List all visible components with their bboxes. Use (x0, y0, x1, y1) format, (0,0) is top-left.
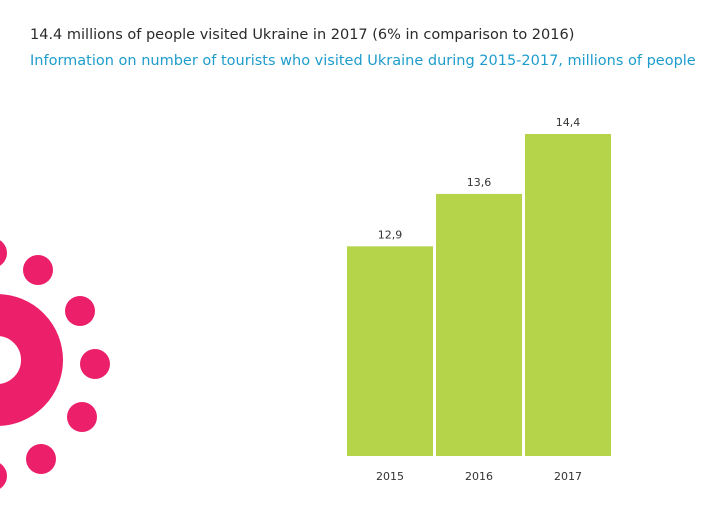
data-label: 13,6 (467, 176, 492, 189)
chart-subtitle: Information on number of tourists who vi… (30, 53, 696, 69)
logo-dot (65, 296, 95, 326)
logo-dot (23, 255, 53, 285)
data-label: 12,9 (378, 228, 403, 241)
x-tick-label: 2016 (465, 470, 493, 483)
x-tick-label: 2015 (376, 470, 404, 483)
bar-2015 (347, 246, 433, 456)
logo-dot (80, 349, 110, 379)
bar-2017 (525, 134, 611, 456)
x-tick-label: 2017 (554, 470, 582, 483)
logo-ring (0, 294, 63, 426)
logo-dot (67, 402, 97, 432)
sun-logo-decoration (0, 240, 110, 489)
data-label: 14,4 (556, 116, 581, 129)
bar-2016 (436, 193, 522, 456)
page-title: 14.4 millions of people visited Ukraine … (30, 27, 575, 43)
logo-dot (0, 463, 7, 489)
logo-dot (0, 240, 7, 266)
logo-dot (26, 444, 56, 474)
